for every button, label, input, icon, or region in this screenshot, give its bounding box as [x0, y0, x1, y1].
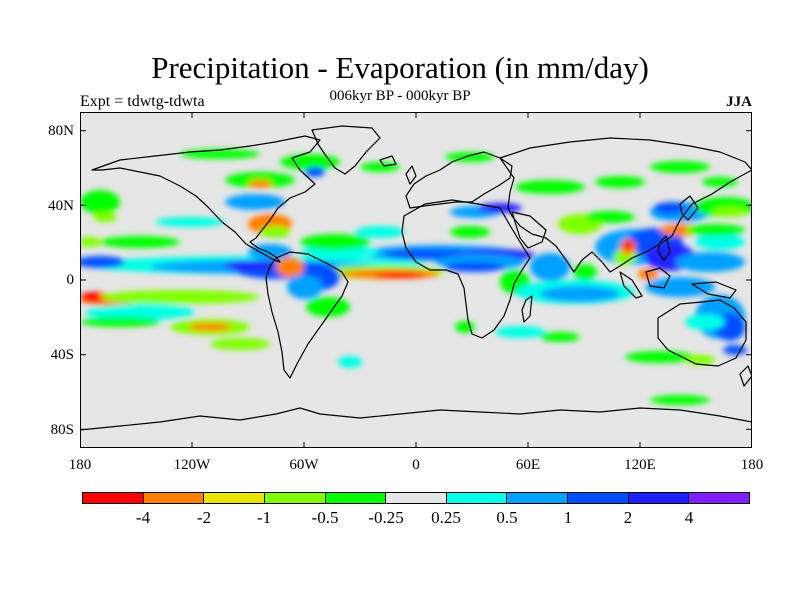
color-bar-swatch — [507, 493, 569, 503]
color-bar-swatch — [689, 493, 750, 503]
color-bar-label: 2 — [623, 508, 633, 527]
y-tick-label: 40S — [50, 347, 74, 363]
color-bar-swatch — [143, 493, 205, 503]
color-bar-label: -0.5 — [311, 508, 339, 527]
y-tick-label: 0 — [66, 272, 75, 288]
coastline-iceland — [379, 155, 397, 167]
tick-marks — [80, 112, 752, 448]
coastline-arabia — [511, 211, 547, 249]
experiment-label: Expt = tdwtg-tdwta — [80, 93, 205, 110]
map-panel — [80, 112, 752, 448]
color-bar-label: -2 — [196, 508, 212, 527]
coastlines — [80, 125, 752, 431]
figure-subtitle: 006kyr BP - 000kyr BP — [329, 88, 471, 104]
coastline-borneo — [645, 267, 671, 289]
coastline-uk — [405, 165, 417, 185]
map-background — [80, 112, 752, 448]
color-bar-swatch — [568, 493, 629, 503]
coastline-australia — [657, 299, 747, 367]
color-bar-label: -4 — [135, 508, 151, 527]
coastline-sumatra — [619, 271, 643, 299]
x-tick-label: 0 — [412, 457, 420, 473]
coastline-europe — [405, 151, 513, 209]
figure-title: Precipitation - Evaporation (in mm/day) — [151, 50, 649, 85]
coastline-north-america — [91, 135, 321, 263]
x-tick-label: 180 — [740, 457, 764, 473]
coastline-africa — [401, 199, 531, 339]
color-bar-swatch — [83, 493, 144, 503]
color-bar-swatch — [386, 493, 447, 503]
coastline-asia — [499, 137, 752, 273]
coastline-south-america — [265, 251, 349, 379]
x-tick-label: 120W — [173, 457, 211, 473]
color-bar-swatch — [446, 493, 508, 503]
color-bar-swatch — [204, 493, 265, 503]
color-bar-label: 0.5 — [496, 508, 518, 527]
coastline-antarctica — [80, 407, 752, 431]
coastline-philippines — [657, 235, 671, 261]
x-tick-label: 60W — [289, 457, 319, 473]
coastline-new-guinea — [691, 281, 737, 299]
color-bar-label: 1 — [563, 508, 573, 527]
x-tick-label: 120E — [624, 457, 656, 473]
anomaly-field — [80, 149, 752, 405]
color-bar-label: 0.25 — [431, 508, 461, 527]
coastline-new-zealand — [739, 365, 752, 387]
map-svg — [80, 112, 752, 448]
coastline-greenland — [311, 125, 381, 175]
color-bar — [82, 492, 750, 504]
color-bar-swatch — [325, 493, 387, 503]
color-bar-label: -0.25 — [368, 508, 404, 527]
season-label: JJA — [726, 94, 752, 110]
color-bar-swatch — [264, 493, 326, 503]
x-tick-label: 180 — [68, 457, 92, 473]
x-tick-label: 60E — [515, 457, 541, 473]
y-tick-label: 40N — [48, 198, 74, 214]
coastline-japan — [679, 195, 699, 221]
coastline-madagascar — [521, 295, 533, 323]
y-tick-label: 80S — [50, 422, 74, 438]
y-tick-label: 80N — [48, 123, 74, 139]
color-bar-swatch — [628, 493, 690, 503]
color-bar-label: -1 — [256, 508, 272, 527]
color-bar-label: 4 — [684, 508, 694, 527]
